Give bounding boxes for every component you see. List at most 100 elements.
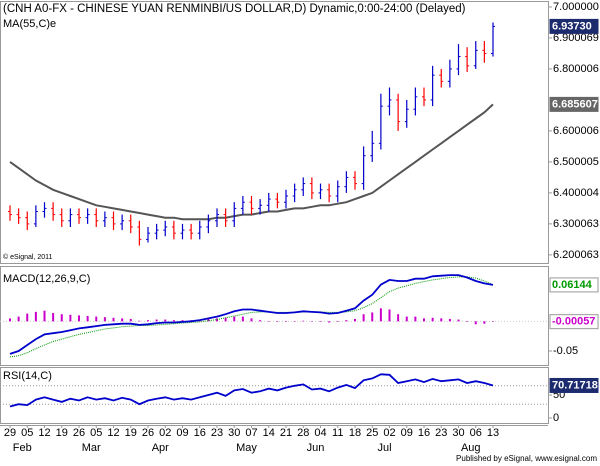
y-tick-label: 6.800006: [553, 63, 599, 75]
histogram-bar: [86, 316, 89, 322]
histogram-bar: [423, 318, 425, 322]
macd-title: MACD(12,26,9,C): [3, 273, 90, 285]
x-tick-label: 05: [90, 427, 102, 439]
histogram-bar: [457, 319, 460, 322]
histogram-bar: [285, 321, 287, 322]
last-value-box: [549, 18, 599, 34]
histogram-bar: [328, 321, 331, 323]
month-label: Feb: [13, 442, 32, 454]
x-tick-label: 02: [159, 427, 171, 439]
x-tick-label: 12: [107, 427, 119, 439]
last-value-label: -0.00057: [552, 316, 595, 328]
x-tick-label: 14: [263, 427, 275, 439]
watermark: © eSignal, 2011: [3, 253, 53, 261]
x-tick-label: 19: [125, 427, 137, 439]
y-tick-label: 6.200063: [553, 249, 599, 261]
histogram-bar: [172, 320, 175, 322]
histogram-bar: [397, 314, 400, 322]
month-label: May: [236, 442, 257, 454]
x-tick-label: 13: [487, 427, 499, 439]
histogram-bar: [431, 317, 434, 322]
x-tick-label: 09: [401, 427, 413, 439]
histogram-bar: [440, 318, 443, 322]
x-tick-label: 19: [56, 427, 68, 439]
histogram-bar: [9, 318, 11, 322]
histogram-bar: [103, 317, 106, 322]
values-line: [9, 373, 494, 408]
histogram-bar: [379, 308, 382, 322]
histogram-bar: [207, 318, 210, 322]
histogram-bar: [181, 320, 184, 322]
histogram-bar: [354, 318, 356, 322]
histogram-bar: [112, 317, 115, 322]
last-value-box: [549, 377, 599, 393]
histogram-bar: [241, 316, 244, 322]
histogram-bar: [34, 311, 37, 322]
histogram-bar: [43, 310, 46, 322]
histogram-bar: [310, 321, 313, 322]
histogram-bar: [319, 321, 322, 322]
last-value-label: 6.685607: [552, 98, 598, 110]
last-value-box: [549, 314, 599, 330]
histogram-bar: [474, 321, 477, 325]
histogram-bar: [95, 316, 98, 322]
x-tick-label: 25: [366, 427, 378, 439]
x-tick-label: 30: [228, 427, 240, 439]
x-tick-label: 26: [142, 427, 154, 439]
x-tick-label: 23: [211, 427, 223, 439]
y-tick-label: -0.05: [553, 345, 578, 357]
month-label: Apr: [152, 442, 169, 454]
x-tick-label: 04: [314, 427, 326, 439]
histogram-bar: [129, 318, 132, 322]
month-label: Jul: [377, 442, 391, 454]
histogram-bar: [147, 320, 149, 322]
x-tick-label: 02: [383, 427, 395, 439]
last-value-box: [549, 277, 599, 293]
x-tick-label: 30: [452, 427, 464, 439]
y-tick-label: 0: [553, 412, 559, 424]
histogram-bar: [224, 317, 227, 322]
histogram-bar: [267, 321, 270, 322]
histogram-bar: [121, 318, 124, 322]
y-tick-label: 6.600006: [553, 125, 599, 137]
histogram-bar: [78, 315, 80, 322]
histogram-bar: [492, 321, 494, 322]
histogram-bar: [69, 314, 72, 322]
price-panel: [0, 1, 549, 264]
x-tick-label: 12: [38, 427, 50, 439]
histogram-bar: [293, 321, 296, 322]
histogram-bar: [336, 321, 339, 322]
histogram-bar: [483, 321, 486, 324]
histogram-bar: [155, 319, 158, 322]
x-tick-label: 06: [470, 427, 482, 439]
histogram-bar: [259, 320, 262, 322]
histogram-bar: [52, 313, 55, 322]
ma-label: MA(55,C)e: [3, 18, 56, 30]
histogram-bar: [17, 316, 20, 322]
histogram-bar: [466, 321, 469, 322]
x-tick-label: 16: [418, 427, 430, 439]
histogram-bar: [405, 316, 408, 322]
histogram-bar: [250, 318, 253, 322]
histogram-bar: [216, 318, 218, 322]
x-tick-label: 26: [73, 427, 85, 439]
signal-line: [9, 276, 494, 358]
histogram-bar: [164, 319, 167, 322]
last-value-box: [549, 96, 599, 112]
macd-panel: [0, 266, 549, 366]
histogram-bar: [60, 314, 63, 322]
last-value-label: 0.06144: [552, 279, 593, 291]
histogram-bar: [388, 309, 391, 322]
y-tick-label: 6.900069: [553, 32, 599, 44]
ma-line: [9, 103, 494, 221]
histogram-bar: [345, 320, 348, 322]
chart-title: (CNH A0-FX - CHINESE YUAN RENMINBI/US DO…: [3, 3, 466, 15]
month-label: Jun: [307, 442, 325, 454]
y-tick-label: 6.400004: [553, 187, 599, 199]
x-tick-label: 05: [21, 427, 33, 439]
x-tick-label: 23: [435, 427, 447, 439]
histogram-bar: [362, 314, 365, 322]
footer: Published by eSignal, www.esignal.com: [456, 454, 597, 463]
